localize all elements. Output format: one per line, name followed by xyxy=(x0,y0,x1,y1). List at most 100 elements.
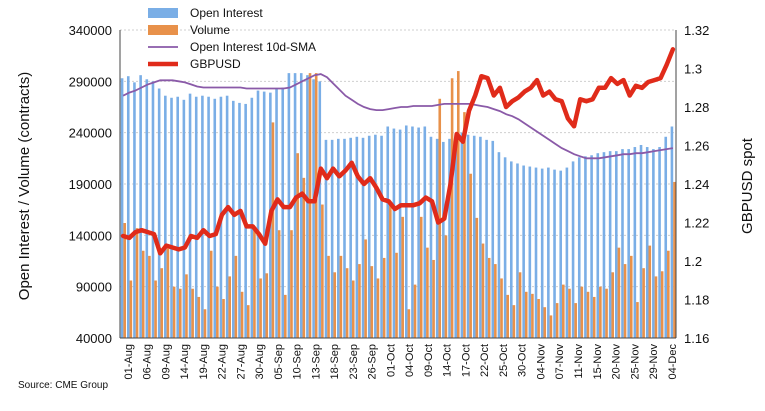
volume-bar xyxy=(129,280,133,338)
volume-bar xyxy=(617,247,621,338)
volume-bar xyxy=(469,173,472,338)
open-interest-bar xyxy=(448,138,451,338)
volume-bar xyxy=(494,264,497,338)
x-tick-label: 23-Sep xyxy=(348,344,360,379)
open-interest-bar xyxy=(225,95,229,338)
open-interest-bar xyxy=(602,152,606,338)
volume-bar xyxy=(660,271,664,338)
open-interest-bar xyxy=(120,78,124,339)
volume-bar xyxy=(438,98,442,338)
open-interest-bar xyxy=(509,161,513,338)
volume-bar xyxy=(574,303,577,338)
open-interest-bar xyxy=(306,75,309,338)
y2-tick-label: 1.18 xyxy=(684,293,709,308)
x-tick-label: 25-Nov xyxy=(629,344,641,380)
volume-bar xyxy=(154,280,157,338)
open-interest-bar xyxy=(386,126,390,338)
open-interest-bar xyxy=(522,165,525,338)
y-tick-label: 340000 xyxy=(69,23,112,38)
y2-tick-label: 1.32 xyxy=(684,23,709,38)
volume-bar xyxy=(376,278,380,338)
volume-bar xyxy=(178,288,182,338)
volume-bar xyxy=(407,309,411,338)
volume-bar xyxy=(166,248,170,338)
open-interest-bar xyxy=(170,97,173,338)
open-interest-bar xyxy=(503,157,507,338)
x-tick-label: 27-Aug xyxy=(235,344,247,379)
x-tick-label: 15-Nov xyxy=(592,344,604,380)
volume-bar xyxy=(456,71,460,339)
open-interest-bar xyxy=(349,137,352,338)
open-interest-bar xyxy=(145,79,149,338)
volume-bar xyxy=(216,286,219,338)
open-interest-bar xyxy=(250,97,254,338)
open-interest-bar xyxy=(590,155,593,338)
x-tick-label: 10-Sep xyxy=(292,344,304,379)
y2-tick-label: 1.28 xyxy=(684,100,709,115)
volume-bar xyxy=(487,257,491,338)
x-tick-label: 17-Oct xyxy=(461,344,473,377)
volume-bar xyxy=(284,294,287,338)
open-interest-bar xyxy=(201,95,204,338)
volume-bar xyxy=(444,235,448,338)
volume-bar xyxy=(351,280,355,338)
open-interest-bar xyxy=(299,73,303,339)
open-interest-bar xyxy=(534,167,538,338)
volume-bar xyxy=(271,122,275,339)
volume-bar xyxy=(253,230,256,338)
volume-bar xyxy=(339,255,343,338)
open-interest-bar xyxy=(497,152,501,338)
open-interest-bar xyxy=(182,99,186,339)
open-interest-bar xyxy=(343,138,346,338)
volume-bar xyxy=(500,278,503,338)
open-interest-bar xyxy=(126,76,130,338)
volume-bar xyxy=(302,177,306,338)
volume-bar xyxy=(506,294,510,338)
legend-label: Open Interest xyxy=(190,6,263,20)
open-interest-bar xyxy=(547,167,550,338)
x-tick-label: 04-Dec xyxy=(667,344,679,380)
volume-bar xyxy=(228,276,232,338)
open-interest-bar xyxy=(194,96,198,338)
open-interest-bar xyxy=(645,147,649,338)
volume-bar xyxy=(673,181,676,338)
volume-bar xyxy=(123,223,126,338)
open-interest-bar xyxy=(633,147,637,338)
open-interest-bar xyxy=(398,129,402,338)
x-tick-label: 01-Oct xyxy=(385,344,397,377)
open-interest-bar xyxy=(188,93,192,338)
volume-bar xyxy=(172,286,176,338)
volume-bar xyxy=(463,112,466,338)
x-tick-label: 26-Sep xyxy=(367,344,379,379)
volume-bar xyxy=(450,78,454,339)
open-interest-bar xyxy=(442,141,445,338)
volume-bar xyxy=(370,266,374,338)
x-tick-label: 30-Oct xyxy=(517,344,529,377)
open-interest-bar xyxy=(238,102,241,338)
open-interest-bar xyxy=(367,135,371,338)
x-tick-label: 09-Oct xyxy=(423,344,435,377)
axes: 40000 90000 140000 190000 240000 290000 340000… xyxy=(69,23,710,380)
open-interest-bar xyxy=(577,157,581,338)
volume-bar xyxy=(246,305,250,338)
open-interest-bar xyxy=(207,96,210,338)
volume-bar xyxy=(382,257,386,338)
x-tick-label: 19-Aug xyxy=(198,344,210,379)
open-interest-bar xyxy=(380,135,383,338)
volume-bar xyxy=(395,252,398,338)
y2-tick-label: 1.22 xyxy=(684,216,709,231)
open-interest-bar xyxy=(133,82,136,338)
volume-bar xyxy=(265,273,269,338)
legend-swatch xyxy=(148,25,178,35)
volume-bar xyxy=(518,272,522,338)
volume-bar xyxy=(413,284,417,338)
open-interest-bar xyxy=(528,166,532,338)
volume-bar xyxy=(240,291,244,338)
legend-label: GBPUSD xyxy=(190,57,241,71)
open-interest-bar xyxy=(664,136,668,338)
open-interest-bar xyxy=(318,81,322,338)
open-interest-bar xyxy=(411,126,414,338)
volume-bar xyxy=(481,243,485,338)
volume-bar xyxy=(321,204,324,338)
open-interest-bar xyxy=(262,91,266,338)
